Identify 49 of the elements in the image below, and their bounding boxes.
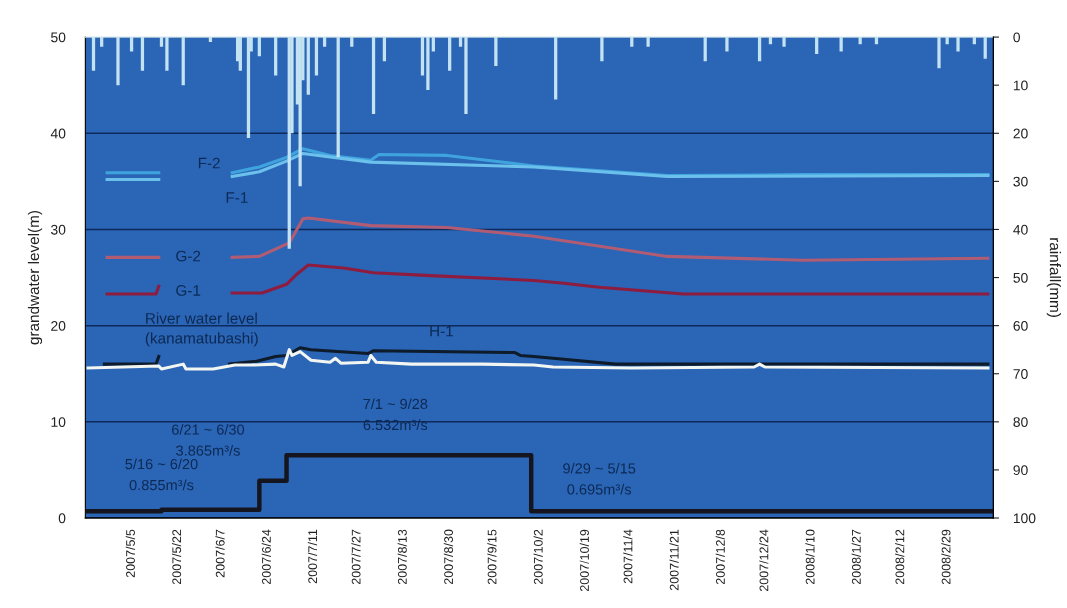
x-tick-label: 2007/11/21 bbox=[669, 529, 679, 591]
x-tick-label: 2008/2/29 bbox=[941, 529, 951, 585]
x-tick-label: 2007/12/8 bbox=[715, 529, 725, 585]
y2-tick-label: 30 bbox=[1013, 176, 1028, 187]
x-tick-label: 2007/8/13 bbox=[397, 529, 407, 585]
series-label: F-1 bbox=[226, 192, 248, 203]
x-tick-label: 2007/10/2 bbox=[533, 529, 543, 585]
y2-tick-label: 20 bbox=[1013, 128, 1028, 139]
x-tick-label: 2007/5/5 bbox=[125, 529, 135, 578]
x-tick-label: 2007/8/30 bbox=[443, 529, 454, 585]
x-tick-label: 2007/7/27 bbox=[351, 529, 361, 585]
y-axis-title: grandwater level(m) bbox=[27, 210, 43, 345]
x-tick-label: 2008/1/10 bbox=[805, 529, 815, 585]
x-tick-label: 2007/7/11 bbox=[307, 529, 318, 584]
y2-tick-label: 0 bbox=[1013, 32, 1020, 43]
y2-axis-title: rainfall(mm) bbox=[1046, 238, 1061, 317]
y2-tick-label: 10 bbox=[1013, 80, 1028, 91]
y-tick-label: 0 bbox=[58, 513, 66, 524]
series-label: F-2 bbox=[198, 157, 220, 169]
y-tick-label: 10 bbox=[51, 417, 66, 427]
annotation: 7/1 ~ 9/28 6.532m³/s bbox=[363, 398, 428, 431]
y2-tick-label: 40 bbox=[1013, 224, 1028, 235]
x-tick-label: 2007/5/22 bbox=[171, 529, 182, 585]
x-tick-label: 2008/2/12 bbox=[895, 529, 905, 585]
annotation: 9/29 ~ 5/15 0.695m³/s bbox=[563, 462, 636, 495]
y-tick-label: 50 bbox=[51, 32, 66, 43]
x-tick-label: 2007/10/19 bbox=[579, 529, 589, 592]
y2-tick-label: 80 bbox=[1013, 417, 1028, 427]
y2-tick-label: 50 bbox=[1013, 272, 1028, 283]
x-tick-label: 2007/6/7 bbox=[215, 529, 225, 578]
annotation: 5/16 ~ 6/20 0.855m³/s bbox=[125, 458, 198, 491]
x-tick-label: 2008/1/27 bbox=[851, 529, 861, 585]
y-tick-label: 20 bbox=[51, 320, 66, 331]
series-label: G-1 bbox=[176, 285, 201, 296]
x-tick-label: 2007/9/15 bbox=[487, 529, 497, 585]
series-label: G-2 bbox=[176, 250, 201, 262]
y2-tick-label: 90 bbox=[1013, 465, 1028, 476]
series-label: River water level (kanamatubashi) bbox=[145, 312, 258, 347]
y2-tick-label: 70 bbox=[1013, 369, 1028, 379]
series-label: H-1 bbox=[430, 325, 453, 337]
x-tick-label: 2007/11/4 bbox=[623, 529, 633, 584]
y2-tick-label: 100 bbox=[1013, 513, 1036, 524]
y-tick-label: 40 bbox=[50, 128, 66, 139]
line-series bbox=[86, 348, 990, 371]
x-tick-label: 2007/6/24 bbox=[261, 529, 271, 585]
annotation: 6/21 ~ 6/30 3.865m³/s bbox=[172, 424, 245, 456]
x-tick-label: 2007/12/24 bbox=[759, 529, 769, 592]
y2-tick-label: 60 bbox=[1013, 320, 1028, 331]
y-tick-label: 30 bbox=[51, 224, 66, 235]
